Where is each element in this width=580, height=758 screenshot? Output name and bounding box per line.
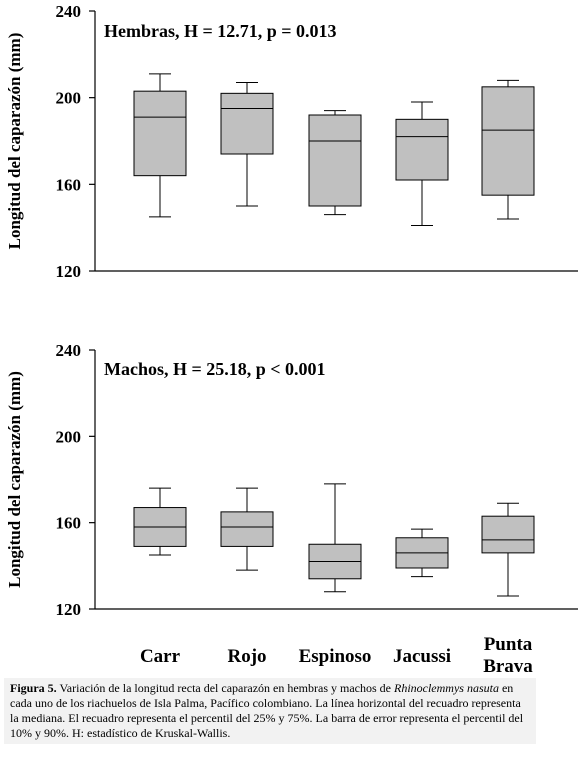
y-tick-label: 120 bbox=[56, 262, 82, 281]
stat-annotation: Hembras, H = 12.71, p = 0.013 bbox=[104, 21, 337, 41]
y-tick-label: 120 bbox=[56, 600, 82, 619]
iqr-box bbox=[133, 90, 187, 177]
box-rojo bbox=[220, 82, 274, 207]
panel-hembras: 120 160 200 240 Longitud del caparazón (mm) H… bbox=[5, 2, 578, 281]
caption-text-before: Variación de la longitud recta del capar… bbox=[56, 681, 394, 695]
x-category-label: Punta bbox=[484, 634, 533, 655]
y-axis-title: Longitud del caparazón (mm) bbox=[5, 371, 24, 588]
iqr-box bbox=[220, 511, 274, 547]
box-carr bbox=[133, 73, 187, 218]
y-tick-label: 160 bbox=[56, 175, 82, 194]
y-tick-label: 240 bbox=[56, 2, 82, 21]
figure-caption: Figura 5. Variación de la longitud recta… bbox=[4, 678, 536, 744]
box-jacussi bbox=[395, 528, 449, 578]
box-espinoso bbox=[308, 110, 362, 216]
y-axis-title: Longitud del caparazón (mm) bbox=[5, 33, 24, 250]
panel-machos: 120 160 200 240 Longitud del caparazón (mm) M… bbox=[5, 341, 578, 619]
iqr-box bbox=[395, 118, 449, 181]
y-tick-label: 240 bbox=[56, 341, 82, 360]
x-category-label: Carr bbox=[140, 646, 181, 667]
x-category-label: Brava bbox=[483, 656, 533, 677]
iqr-box bbox=[481, 515, 535, 554]
box-espinoso bbox=[308, 483, 362, 593]
caption-text-after: en cada uno de los riachuelos de Isla Pa… bbox=[10, 681, 524, 740]
stat-annotation: Machos, H = 25.18, p < 0.001 bbox=[104, 359, 326, 379]
figure-canvas: 120 160 200 240 Longitud del caparazón (mm) H… bbox=[5, 2, 578, 677]
box-jacussi bbox=[395, 101, 449, 226]
x-category-label: Rojo bbox=[227, 646, 266, 667]
y-tick-label: 160 bbox=[56, 514, 82, 533]
box-carr bbox=[133, 487, 187, 556]
x-category-label: Jacussi bbox=[393, 646, 451, 667]
iqr-box bbox=[220, 92, 274, 155]
x-category-label: Espinoso bbox=[299, 646, 372, 667]
iqr-box bbox=[481, 86, 535, 196]
iqr-box bbox=[308, 114, 362, 207]
box-punta-brava bbox=[481, 502, 535, 597]
y-tick-label: 200 bbox=[56, 427, 82, 446]
box-punta-brava bbox=[481, 79, 535, 220]
y-tick-label: 200 bbox=[56, 89, 82, 108]
caption-species: Rhinoclemmys nasuta bbox=[393, 681, 499, 695]
caption-label: Figura 5. bbox=[10, 681, 57, 695]
box-rojo bbox=[220, 487, 274, 571]
